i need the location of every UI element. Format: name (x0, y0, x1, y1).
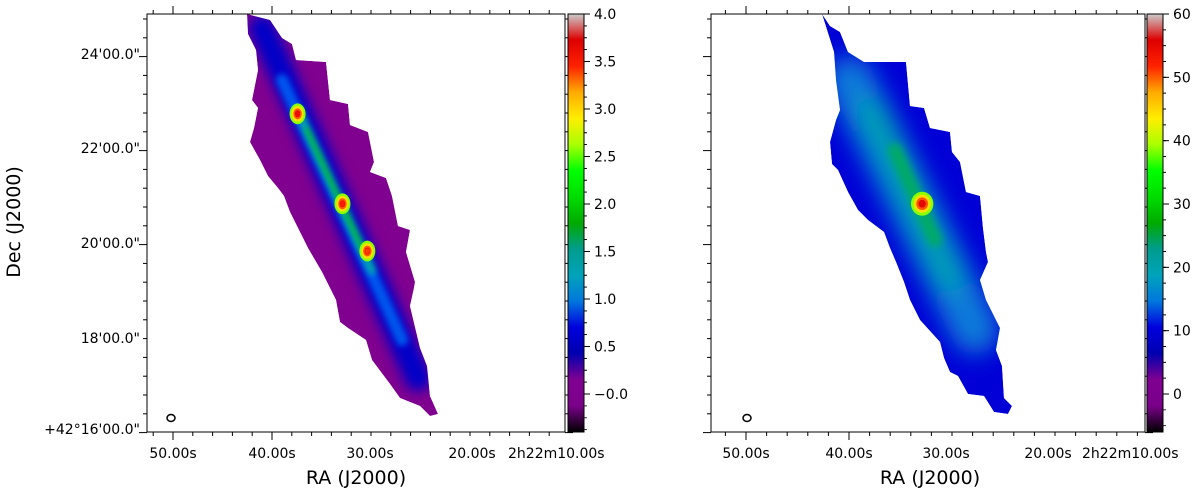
left-panel: 50.00s 40.00s 30.00s 20.00s 2h22m10.00s … (3, 6, 628, 489)
left-plot-frame (146, 13, 566, 433)
colorbar-tick-label: 2.5 (594, 150, 616, 166)
left-beam-ellipse (166, 413, 176, 423)
left-x-tick-label: 20.00s (448, 446, 495, 462)
colorbar-tick-label: 60 (1173, 7, 1191, 23)
left-y-tick-label: 22'00.0" (81, 141, 140, 157)
right-x-tick-label: 50.00s (722, 446, 769, 462)
left-y-tick-label: +42°16'00.0" (44, 422, 140, 438)
right-x-tick-label: 20.00s (1024, 446, 1071, 462)
left-y-axis-title: Dec (J2000) (3, 166, 25, 278)
emission-peak-core (295, 111, 300, 117)
left-peaks (289, 103, 376, 262)
colorbar-tick-label: 40 (1173, 134, 1191, 150)
colorbar-tick-label: 30 (1173, 197, 1191, 213)
right-x-tick-label: 30.00s (922, 446, 969, 462)
right-x-tick-label: 2h22m10.00s (1082, 446, 1179, 462)
colorbar-tick-label: 1.5 (594, 245, 616, 261)
right-x-axis-title: RA (J2000) (880, 467, 980, 489)
left-colorbar (568, 14, 584, 432)
right-colorbar-ticks: 0 10 20 30 40 50 60 (1163, 7, 1191, 427)
left-x-tick-label: 50.00s (149, 446, 196, 462)
left-emission-map (247, 14, 438, 416)
colorbar-tick-label: 2.0 (594, 197, 616, 213)
colorbar-tick-label: 0.5 (594, 340, 616, 356)
colorbar-tick-label: 50 (1173, 70, 1191, 86)
right-colorbar (1147, 14, 1163, 432)
emission-peak-core (340, 200, 345, 207)
colorbar-tick-label: 3.0 (594, 102, 616, 118)
left-y-tick-label: 20'00.0" (81, 236, 140, 252)
left-x-tick-label: 30.00s (346, 446, 393, 462)
left-ticks (139, 6, 573, 440)
left-x-tick-label: 2h22m10.00s (508, 446, 605, 462)
left-colorbar-frame (567, 13, 585, 433)
colorbar-tick-label: 1.0 (594, 292, 616, 308)
colorbar-tick-label: −0.0 (594, 387, 628, 403)
right-peaks (910, 191, 934, 216)
right-plot-frame (710, 13, 1146, 433)
right-emission-map (822, 14, 1012, 414)
left-x-tick-label: 40.00s (248, 446, 295, 462)
right-beam-ellipse (742, 413, 752, 423)
right-x-tick-label: 40.00s (825, 446, 872, 462)
emission-peak-core (918, 200, 926, 208)
left-colorbar-ticks: −0.0 0.5 1.0 1.5 2.0 2.5 3.0 3.5 4.0 (584, 7, 628, 431)
colorbar-tick-label: 20 (1173, 260, 1191, 276)
right-panel: 50.00s 40.00s 30.00s 20.00s 2h22m10.00s … (703, 6, 1191, 489)
left-y-tick-label: 24'00.0" (81, 47, 140, 63)
colorbar-tick-label: 10 (1173, 324, 1191, 340)
right-colorbar-frame (1146, 13, 1164, 433)
colorbar-tick-label: 0 (1173, 387, 1182, 403)
left-x-axis-title: RA (J2000) (306, 467, 406, 489)
left-y-tick-label: 18'00.0" (81, 331, 140, 347)
colorbar-tick-label: 3.5 (594, 55, 616, 71)
emission-peak-core (365, 248, 370, 254)
colorbar-tick-label: 4.0 (594, 7, 616, 23)
